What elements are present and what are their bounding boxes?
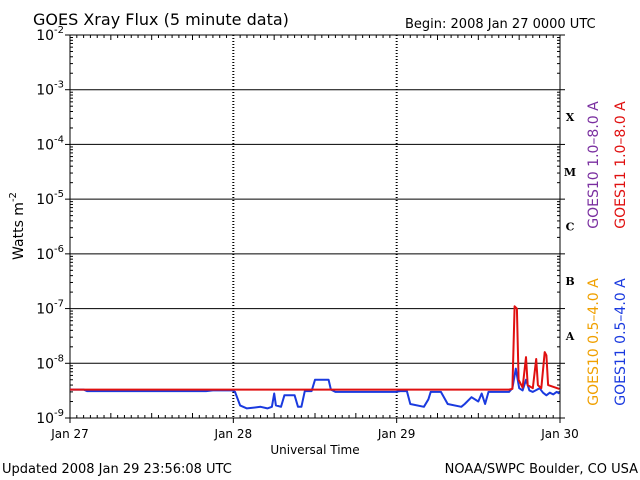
updated-label: Updated 2008 Jan 29 23:56:08 UTC [2, 462, 232, 477]
y-tick-label: 10-6 [36, 244, 64, 263]
day-dividers [232, 35, 398, 418]
y-tick-label: 10-8 [36, 353, 64, 372]
y-axis-label-exponent: -2 [8, 192, 19, 202]
y-tick-labels: 10-210-310-410-510-610-710-810-9 [36, 25, 64, 427]
flare-class-labels: X M C B A [564, 111, 576, 343]
x-tick-label: Jan 30 [540, 427, 579, 441]
legend-entry: GOES10 0.5–4.0 A [586, 278, 602, 406]
y-tick-base: 10 [36, 137, 54, 153]
begin-label: Begin: 2008 Jan 27 0000 UTC [405, 17, 596, 32]
flare-class-label: C [566, 221, 575, 234]
y-tick-exponent: -9 [54, 408, 64, 419]
y-tick-label: 10-7 [36, 299, 64, 318]
legend-entry: GOES11 0.5–4.0 A [613, 278, 629, 406]
y-tick-exponent: -5 [54, 189, 64, 200]
y-axis-label: Watts m-2 [8, 192, 27, 260]
y-tick-label: 10-9 [36, 408, 64, 427]
axis-ticks [65, 34, 565, 423]
flare-class-label: M [564, 166, 576, 179]
series-layer [70, 305, 560, 410]
y-tick-base: 10 [36, 28, 54, 44]
y-tick-base: 10 [36, 302, 54, 318]
legend: GOES10 1.0–8.0 A GOES11 1.0–8.0 A GOES10 0… [586, 101, 629, 406]
x-tick-label: Jan 29 [377, 427, 416, 441]
y-axis-title: Watts m-2 [8, 192, 27, 260]
flare-class-label: X [566, 111, 575, 124]
series-line [70, 305, 560, 391]
flare-class-label: B [565, 275, 574, 288]
y-tick-base: 10 [36, 247, 54, 263]
y-tick-exponent: -3 [54, 80, 64, 91]
flare-class-label: A [565, 330, 575, 343]
chart-title: GOES Xray Flux (5 minute data) [33, 10, 289, 29]
y-tick-base: 10 [36, 356, 54, 372]
source-label: NOAA/SWPC Boulder, CO USA [445, 462, 638, 477]
decade-gridlines [70, 89, 560, 364]
plot-frame [69, 34, 561, 419]
y-tick-exponent: -2 [54, 25, 64, 36]
y-tick-label: 10-5 [36, 189, 64, 208]
y-tick-label: 10-3 [36, 80, 64, 99]
x-tick-label: Jan 28 [214, 427, 253, 441]
y-tick-exponent: -8 [54, 353, 64, 364]
y-tick-exponent: -7 [54, 299, 64, 310]
plot-area [65, 34, 565, 423]
x-tick-labels: Jan 27 Jan 28 Jan 29 Jan 30 [50, 427, 579, 441]
y-tick-base: 10 [36, 411, 54, 427]
y-tick-label: 10-2 [36, 25, 64, 44]
legend-entry: GOES11 1.0–8.0 A [613, 101, 629, 229]
x-axis-title: Universal Time [270, 443, 359, 457]
y-axis-label-text: Watts m [11, 202, 27, 260]
series-line [70, 367, 560, 410]
legend-entry: GOES10 1.0–8.0 A [586, 101, 602, 229]
y-tick-base: 10 [36, 83, 54, 99]
y-tick-label: 10-4 [36, 134, 64, 153]
y-tick-exponent: -6 [54, 244, 64, 255]
y-tick-exponent: -4 [54, 134, 64, 145]
y-tick-base: 10 [36, 192, 54, 208]
x-tick-label: Jan 27 [50, 427, 89, 441]
